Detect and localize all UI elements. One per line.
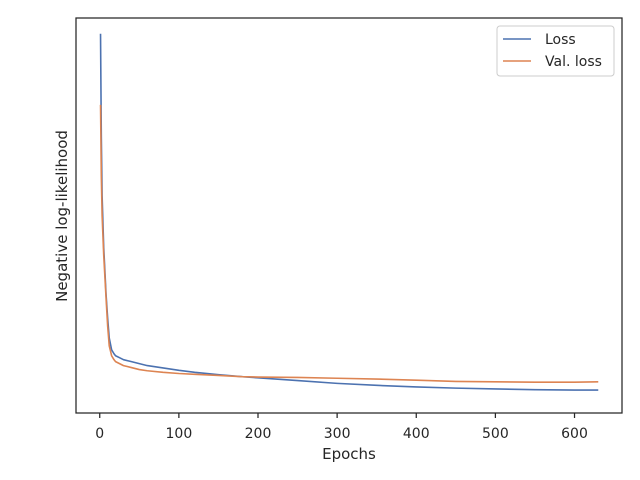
x-tick-label: 200 <box>245 426 272 442</box>
legend-label: Val. loss <box>545 54 602 70</box>
x-tick-label: 400 <box>403 426 430 442</box>
legend: Loss Val. loss <box>496 25 615 77</box>
y-axis-label: Negative log-likelihood <box>53 130 71 302</box>
x-tick-label: 300 <box>324 426 351 442</box>
x-tick-label: 0 <box>95 426 104 442</box>
legend-label: Loss <box>545 32 576 48</box>
series-line-1 <box>99 33 599 391</box>
x-tick-label: 500 <box>482 426 509 442</box>
x-tick-label: 600 <box>561 426 588 442</box>
series-line-2 <box>99 104 599 383</box>
x-axis-ticks: 0 100 200 300 400 500 600 <box>95 413 588 442</box>
x-tick-label: 100 <box>166 426 193 442</box>
plot-area <box>75 17 623 414</box>
plot-frame <box>75 17 623 414</box>
x-axis-label: Epochs <box>322 445 376 463</box>
